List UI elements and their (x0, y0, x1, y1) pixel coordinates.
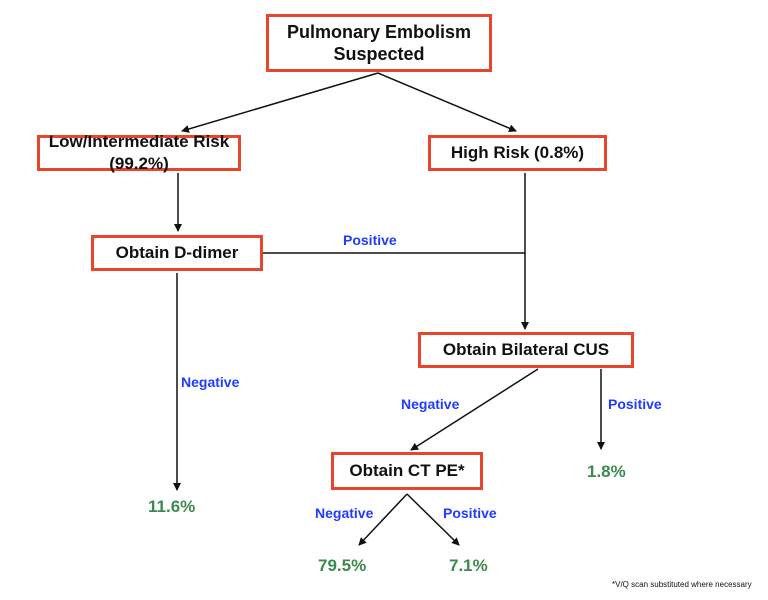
arrow-ct-negative (358, 493, 408, 546)
arrow-start-to-high (377, 72, 517, 132)
arrow-cus-negative (410, 368, 539, 451)
footnote: *V/Q scan substituted where necessary (612, 580, 752, 589)
node-obtain-ctpe: Obtain CT PE* (331, 452, 483, 490)
node-pe-suspected: Pulmonary Embolism Suspected (266, 14, 492, 72)
outcome-ct-positive: 7.1% (449, 556, 488, 575)
node-label: Obtain D-dimer (115, 243, 239, 262)
node-label: Pulmonary Embolism Suspected (286, 22, 472, 64)
node-low-intermediate-risk: Low/Intermediate Risk (99.2%) (37, 132, 241, 173)
outcome-cus-positive: 1.8% (587, 462, 626, 481)
label-cus-negative: Negative (401, 396, 460, 412)
label-ct-positive: Positive (443, 505, 497, 521)
outcome-ct-negative: 79.5% (318, 556, 367, 575)
arrow-ct-positive (406, 493, 460, 546)
node-high-risk: High Risk (0.8%) (428, 135, 607, 171)
label-ddimer-negative: Negative (181, 374, 240, 390)
node-obtain-ddimer: Obtain D-dimer (91, 235, 263, 271)
arrow-start-to-low (181, 72, 379, 133)
label-cus-positive: Positive (608, 396, 662, 412)
node-label: Obtain Bilateral CUS (442, 340, 610, 359)
node-label: High Risk (0.8%) (450, 143, 585, 162)
label-ddimer-positive: Positive (343, 232, 397, 248)
node-label: Low/Intermediate Risk (99.2%) (48, 132, 230, 173)
node-label: Obtain CT PE* (349, 461, 465, 480)
label-ct-negative: Negative (315, 505, 374, 521)
outcome-ddimer-negative: 11.6% (148, 497, 196, 516)
node-obtain-cus: Obtain Bilateral CUS (418, 332, 634, 368)
